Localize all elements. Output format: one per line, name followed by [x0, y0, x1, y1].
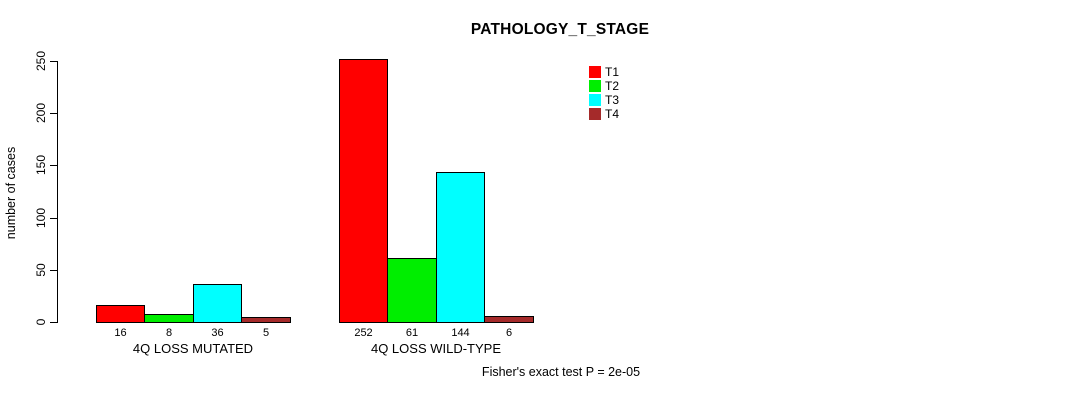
bar-count-label: 36 — [211, 327, 224, 339]
legend-label: T4 — [605, 107, 620, 121]
y-tick — [50, 61, 57, 62]
bar-t4-group0 — [241, 317, 291, 323]
legend-swatch-t2-icon — [589, 80, 601, 92]
y-axis-label: number of cases — [4, 146, 18, 240]
bar-count-label: 8 — [165, 327, 173, 339]
y-tick-label: 150 — [34, 154, 48, 176]
y-tick-label: 100 — [34, 207, 48, 229]
bar-count-label: 252 — [354, 327, 373, 339]
legend-label: T2 — [605, 79, 620, 93]
y-axis-line — [57, 61, 58, 323]
bar-t4-group1 — [484, 316, 534, 323]
bar-count-label: 61 — [405, 327, 419, 339]
legend-item: T4 — [589, 108, 619, 120]
y-tick — [50, 165, 57, 166]
y-tick — [50, 322, 57, 323]
bar-t2-group1 — [387, 258, 437, 323]
chart-title: PATHOLOGY_T_STAGE — [470, 21, 650, 38]
legend-item: T2 — [589, 80, 619, 92]
bar-count-label: 144 — [451, 327, 470, 339]
y-tick-label: 250 — [34, 50, 48, 72]
bar-count-label: 16 — [114, 327, 127, 339]
fisher-test-annotation: Fisher's exact test P = 2e-05 — [481, 365, 641, 379]
legend-swatch-t1-icon — [589, 66, 601, 78]
legend-label: T1 — [605, 65, 620, 79]
bar-count-label: 6 — [505, 327, 513, 339]
legend-item: T3 — [589, 94, 619, 106]
y-tick — [50, 113, 57, 114]
bar-t3-group1 — [436, 172, 485, 323]
y-tick-label: 0 — [34, 318, 48, 326]
y-tick — [50, 218, 57, 219]
y-tick-label: 200 — [34, 102, 48, 124]
bar-count-label: 5 — [262, 327, 270, 339]
bar-t2-group0 — [144, 314, 194, 323]
bar-t1-group0 — [96, 305, 145, 323]
x-group-label-mutated: 4Q LOSS MUTATED — [132, 341, 254, 356]
x-group-label-wildtype: 4Q LOSS WILD-TYPE — [370, 341, 502, 356]
legend-label: T3 — [605, 93, 620, 107]
legend-item: T1 — [589, 66, 619, 78]
bar-t1-group1 — [339, 59, 388, 323]
legend: T1 T2 T3 T4 — [589, 66, 619, 122]
legend-swatch-t4-icon — [589, 108, 601, 120]
bar-t3-group0 — [193, 284, 242, 323]
y-tick-label: 50 — [34, 263, 48, 277]
legend-swatch-t3-icon — [589, 94, 601, 106]
y-tick — [50, 270, 57, 271]
